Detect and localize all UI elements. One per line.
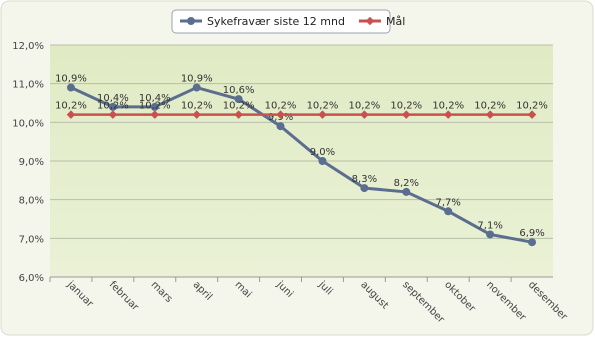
data-label: 10,2% [55, 101, 87, 112]
point [108, 110, 118, 119]
point [443, 110, 453, 119]
data-label: 10,2% [181, 101, 213, 112]
data-label: 8,3% [352, 174, 377, 185]
point [276, 122, 285, 131]
point [486, 230, 495, 239]
point [150, 102, 159, 111]
legend-label: Mål [386, 15, 405, 28]
data-label: 10,2% [432, 101, 464, 112]
data-label: 8,2% [394, 178, 419, 189]
point [234, 110, 243, 119]
data-label: 10,2% [390, 101, 422, 112]
point [402, 110, 411, 119]
point [360, 110, 369, 119]
data-label: 10,9% [181, 74, 213, 85]
legend-marker [187, 17, 195, 25]
data-label: 7,7% [436, 197, 461, 208]
point [318, 157, 327, 165]
series-line [70, 85, 533, 244]
point [276, 110, 285, 119]
point [528, 238, 537, 247]
legend-item: Sykefravær siste 12 mnd [180, 15, 345, 28]
data-label: 10,2% [223, 101, 255, 112]
point [150, 110, 160, 119]
y-tick-label: 9,0% [19, 157, 44, 168]
legend-label: Sykefravær siste 12 mnd [207, 15, 345, 28]
data-label: 10,2% [474, 101, 506, 112]
point [108, 102, 117, 111]
data-label: 10,2% [139, 101, 171, 112]
data-label: 10,9% [55, 74, 87, 85]
data-label: 6,9% [519, 228, 544, 239]
point [485, 110, 495, 119]
point [192, 110, 201, 119]
y-tick-label: 11,0% [12, 80, 44, 91]
y-tick-label: 10,0% [12, 118, 44, 129]
point [318, 110, 327, 119]
point [444, 207, 453, 216]
legend-box [171, 9, 391, 34]
data-label: 10,4% [139, 93, 171, 104]
point [234, 95, 243, 104]
point [66, 110, 76, 119]
point [402, 187, 411, 196]
legend-marker [365, 16, 375, 26]
data-label: 10,6% [223, 85, 255, 96]
data-label: 10,2% [307, 101, 339, 112]
y-tick-label: 8,0% [19, 196, 44, 207]
y-tick-label: 12,0% [12, 41, 44, 52]
point [66, 83, 75, 92]
y-tick-label: 6,0% [19, 273, 44, 284]
data-label: 10,4% [97, 93, 129, 104]
data-label: 7,1% [477, 220, 502, 231]
data-label: 10,2% [516, 101, 548, 112]
data-label: 10,2% [348, 101, 380, 112]
data-label: 10,2% [97, 101, 129, 112]
legend-item: Mål [358, 15, 405, 28]
data-label: 9,0% [310, 147, 335, 158]
y-tick-label: 7,0% [19, 234, 44, 245]
data-label: 10,2% [265, 101, 297, 112]
point [360, 184, 369, 193]
point [192, 83, 201, 92]
